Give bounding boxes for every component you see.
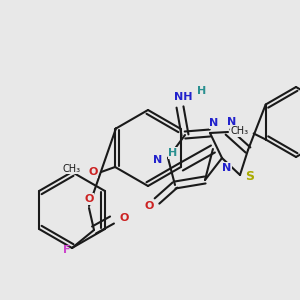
Text: O: O <box>88 167 98 177</box>
Text: H: H <box>168 148 178 158</box>
Text: H: H <box>197 86 207 96</box>
Text: N: N <box>209 118 219 128</box>
Text: O: O <box>144 201 154 211</box>
Text: N: N <box>222 163 232 173</box>
Text: NH: NH <box>174 92 192 102</box>
Text: CH₃: CH₃ <box>231 127 249 136</box>
Text: O: O <box>120 213 129 223</box>
Text: N: N <box>227 117 237 127</box>
Text: F: F <box>62 245 70 255</box>
Text: CH₃: CH₃ <box>62 164 80 174</box>
Text: O: O <box>84 194 94 204</box>
Text: S: S <box>245 170 254 184</box>
Text: N: N <box>153 155 163 165</box>
